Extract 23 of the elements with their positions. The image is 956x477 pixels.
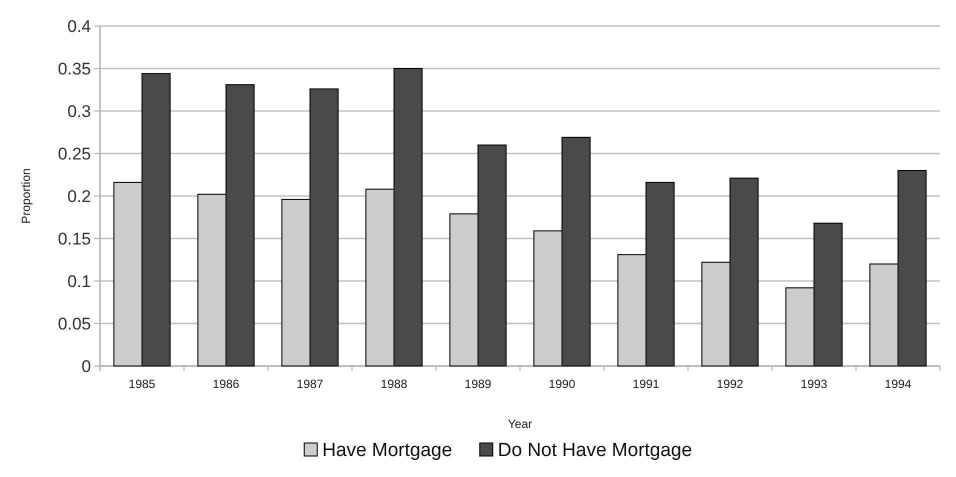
y-tick-label: 0.35 — [58, 59, 91, 78]
x-tick-label: 1990 — [548, 377, 576, 391]
x-tick-label: 1987 — [296, 377, 324, 391]
y-tick-label: 0.05 — [58, 314, 91, 334]
x-tick-label: 1992 — [716, 377, 744, 391]
x-tick-label: 1988 — [380, 377, 408, 391]
y-axis-title: Proportion — [19, 168, 33, 224]
x-tick-label: 1986 — [212, 377, 240, 391]
x-axis-title: Year — [508, 417, 532, 431]
x-tick-label: 1989 — [464, 377, 492, 391]
y-tick-label: 0.1 — [67, 272, 91, 291]
y-tick-label: 0.2 — [67, 186, 91, 206]
x-tick-label: 1985 — [128, 377, 156, 391]
y-tick-label: 0.25 — [58, 144, 91, 164]
legend-label: Have Mortgage — [322, 440, 452, 461]
legend-label: Do Not Have Mortgage — [498, 440, 692, 461]
y-tick-label: 0.3 — [67, 102, 91, 121]
y-tick-label: 0.15 — [58, 229, 91, 248]
x-tick-label: 1993 — [800, 377, 828, 391]
y-tick-label: 0.4 — [67, 16, 91, 36]
x-tick-label: 1994 — [884, 377, 912, 391]
x-tick-label: 1991 — [632, 377, 660, 391]
y-tick-label: 0 — [82, 356, 91, 376]
